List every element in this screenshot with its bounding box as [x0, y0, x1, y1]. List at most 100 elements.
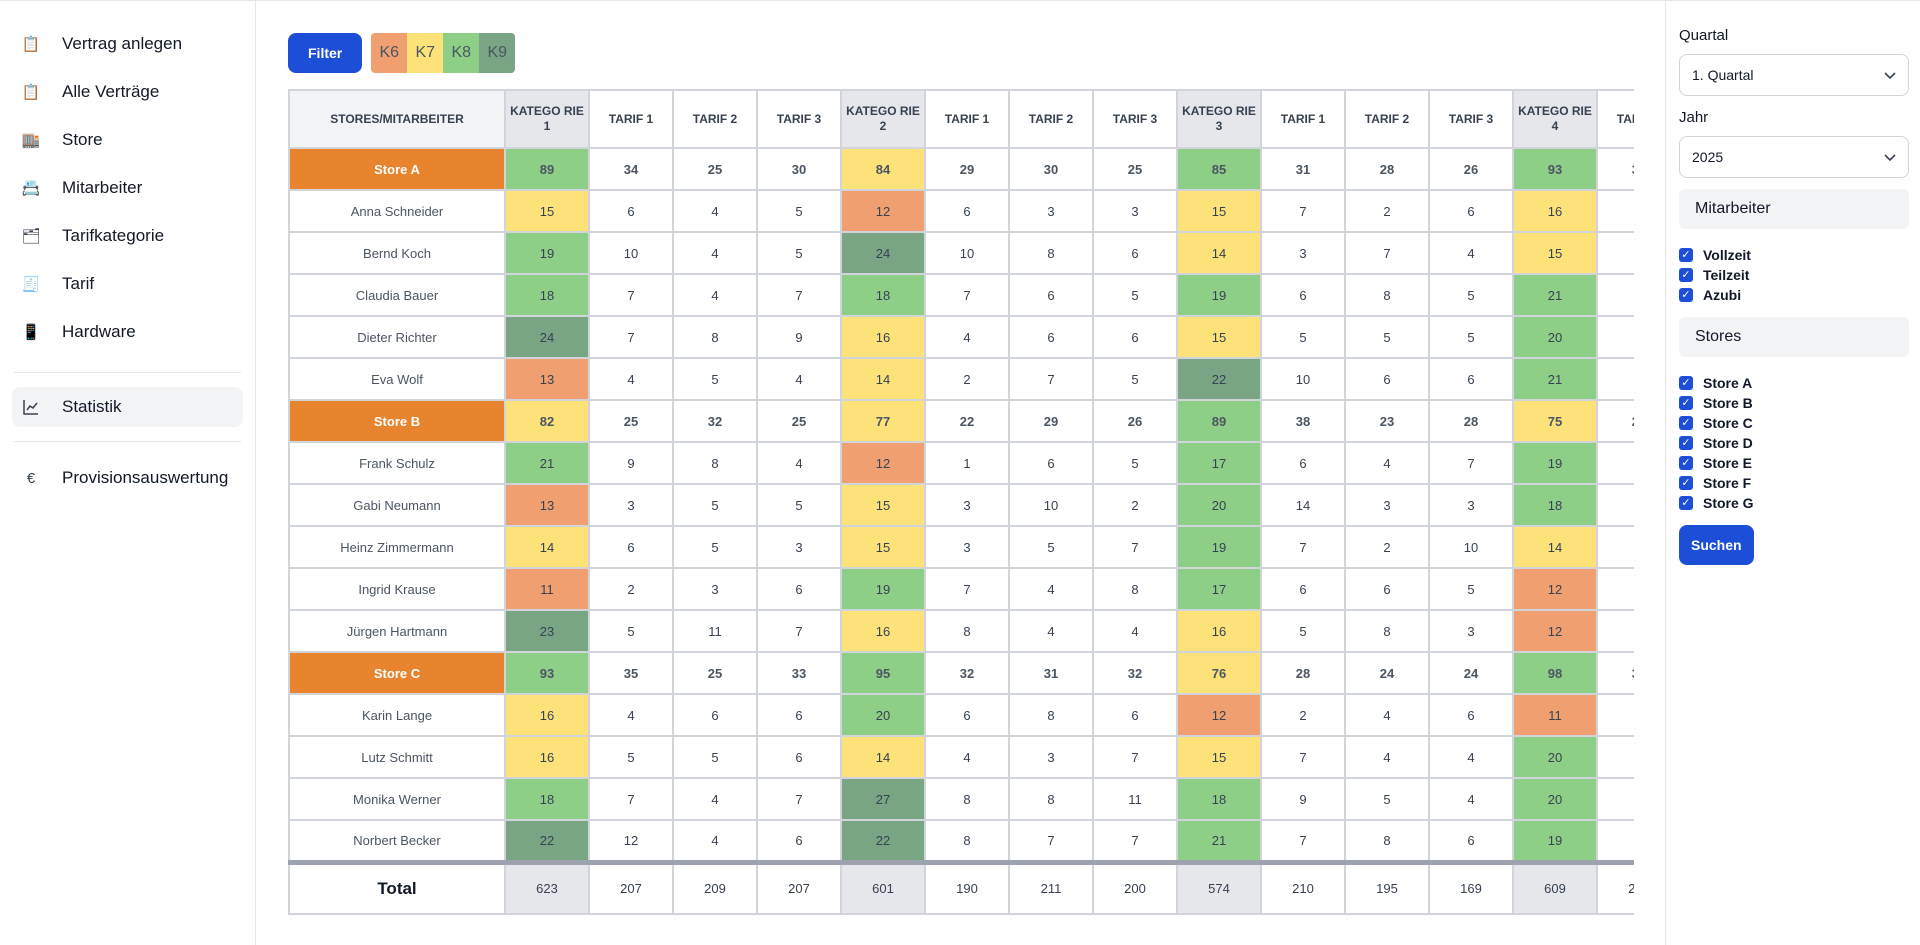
checkbox-label: Store F: [1703, 475, 1752, 491]
filter-panel: Quartal 1. Quartal Jahr 2025 Mitarbeiter…: [1665, 1, 1920, 945]
table-cell: 26: [1428, 147, 1514, 191]
checkbox-label: Teilzeit: [1703, 267, 1750, 283]
table-cell: 4: [1596, 525, 1634, 569]
table-cell: 31: [1596, 651, 1634, 695]
store-icon: 🏬: [21, 132, 41, 149]
employee-name-cell: Jürgen Hartmann: [288, 609, 506, 653]
checkbox-label: Vollzeit: [1703, 247, 1751, 263]
table-cell: 4: [1428, 231, 1514, 275]
table-cell: 19: [1176, 273, 1262, 317]
table-cell: 32: [924, 651, 1010, 695]
table-cell: 7: [1092, 735, 1178, 779]
statistics-table-container[interactable]: STORES/MITARBEITER KATEGO RIE 1 TARIF 1 TAR…: [288, 89, 1634, 916]
sidebar-item-vertrag-anlegen[interactable]: 📋 Vertrag anlegen: [12, 24, 243, 64]
table-cell: 20: [1176, 483, 1262, 527]
checkmark-icon: ✓: [1679, 476, 1693, 490]
store-row: Store B8225322577222926893823287525: [288, 399, 1634, 443]
table-cell: 98: [1512, 651, 1598, 695]
checkmark-icon: ✓: [1679, 268, 1693, 282]
table-cell: 22: [840, 819, 926, 863]
sidebar-item-label: Provisionsauswertung: [62, 468, 229, 487]
table-cell: 9: [588, 441, 674, 485]
column-header: TARIF 2: [1344, 89, 1430, 149]
store-checkbox-store-d[interactable]: ✓ Store D: [1679, 433, 1754, 453]
table-cell: 3: [1008, 735, 1094, 779]
table-cell: 7: [1260, 189, 1346, 233]
table-cell: 3: [924, 483, 1010, 527]
table-cell: 35: [588, 651, 674, 695]
jahr-select[interactable]: 2025: [1679, 136, 1909, 178]
stores-checkbox-list: ✓ Store A ✓ Store B ✓ Store C ✓ Store D ✓ Store E…: [1679, 373, 1754, 513]
table-cell: 5: [1428, 273, 1514, 317]
sidebar-item-store[interactable]: 🏬 Store: [12, 120, 243, 160]
table-cell: 4: [1344, 735, 1430, 779]
table-cell: 30: [756, 147, 842, 191]
table-cell: 22: [1176, 357, 1262, 401]
sidebar-item-statistik[interactable]: Statistik: [12, 387, 243, 427]
mitarbeiter-section-header: Mitarbeiter: [1679, 189, 1909, 229]
nav-list: 📋 Vertrag anlegen 📋 Alle Verträge 🏬 Store 📇 Mit…: [12, 24, 243, 352]
table-cell: 5: [672, 357, 758, 401]
table-cell: 4: [756, 357, 842, 401]
sidebar-item-alle-verträge[interactable]: 📋 Alle Verträge: [12, 72, 243, 112]
store-checkbox-store-c[interactable]: ✓ Store C: [1679, 413, 1754, 433]
table-cell: 95: [840, 651, 926, 695]
employee-name-cell: Heinz Zimmermann: [288, 525, 506, 569]
table-cell: 2: [1344, 189, 1430, 233]
table-cell: 2: [1344, 525, 1430, 569]
table-cell: 16: [840, 609, 926, 653]
table-cell: 93: [504, 651, 590, 695]
table-cell: 1: [924, 441, 1010, 485]
sidebar-item-label: Hardware: [62, 322, 136, 341]
table-cell: 5: [1344, 777, 1430, 821]
sidebar-item-tarifkategorie[interactable]: 🗂 Tarifkategorie: [12, 216, 243, 256]
table-cell: 4: [672, 777, 758, 821]
category-legend: K6 K7 K8 K9: [371, 33, 516, 73]
mitarbeiter-checkbox-vollzeit[interactable]: ✓ Vollzeit: [1679, 245, 1751, 265]
checkmark-icon: ✓: [1679, 288, 1693, 302]
store-checkbox-store-e[interactable]: ✓ Store E: [1679, 453, 1754, 473]
table-cell: 28: [1260, 651, 1346, 695]
table-cell: 76: [1176, 651, 1262, 695]
store-checkbox-store-b[interactable]: ✓ Store B: [1679, 393, 1754, 413]
clipboard-list-icon: 📋: [21, 84, 41, 101]
sidebar-item-tarif[interactable]: 🧾 Tarif: [12, 264, 243, 304]
table-cell: 6: [924, 189, 1010, 233]
quartal-select[interactable]: 1. Quartal: [1679, 54, 1909, 96]
table-cell: 11: [504, 567, 590, 611]
mitarbeiter-checkbox-azubi[interactable]: ✓ Azubi: [1679, 285, 1751, 305]
table-cell: 15: [840, 525, 926, 569]
mitarbeiter-checkbox-teilzeit[interactable]: ✓ Teilzeit: [1679, 265, 1751, 285]
table-row: Heinz Zimmermann1465315357197210144: [288, 525, 1634, 569]
sidebar-item-provisionsauswertung[interactable]: € Provisionsauswertung: [12, 458, 243, 498]
employee-name-cell: Eva Wolf: [288, 357, 506, 401]
table-row: Monika Werner1874727881118954208: [288, 777, 1634, 821]
sidebar-item-label: Mitarbeiter: [62, 178, 143, 197]
table-cell: 6: [1008, 441, 1094, 485]
table-cell: 6: [756, 693, 842, 737]
table-cell: 18: [504, 273, 590, 317]
table-cell: 8: [924, 777, 1010, 821]
checkbox-label: Store G: [1703, 495, 1754, 511]
table-cell: 19: [1512, 819, 1598, 863]
filter-button[interactable]: Filter: [288, 33, 363, 73]
table-cell: 17: [1176, 567, 1262, 611]
table-cell: 6: [1428, 693, 1514, 737]
table-cell: 18: [840, 273, 926, 317]
sidebar-item-hardware[interactable]: 📱 Hardware: [12, 312, 243, 352]
table-cell: 5: [756, 189, 842, 233]
employee-name-cell: Gabi Neumann: [288, 483, 506, 527]
table-cell: 77: [840, 399, 926, 443]
table-cell: 19: [1176, 525, 1262, 569]
table-row: Eva Wolf1345414275221066218: [288, 357, 1634, 401]
sidebar-item-mitarbeiter[interactable]: 📇 Mitarbeiter: [12, 168, 243, 208]
checkmark-icon: ✓: [1679, 496, 1693, 510]
store-name-cell: Store A: [288, 147, 506, 191]
search-button[interactable]: Suchen: [1679, 525, 1754, 565]
store-checkbox-store-g[interactable]: ✓ Store G: [1679, 493, 1754, 513]
store-checkbox-store-a[interactable]: ✓ Store A: [1679, 373, 1754, 393]
employee-name-cell: Dieter Richter: [288, 315, 506, 359]
store-checkbox-store-f[interactable]: ✓ Store F: [1679, 473, 1754, 493]
table-cell: 89: [1176, 399, 1262, 443]
table-cell: 32: [1092, 651, 1178, 695]
